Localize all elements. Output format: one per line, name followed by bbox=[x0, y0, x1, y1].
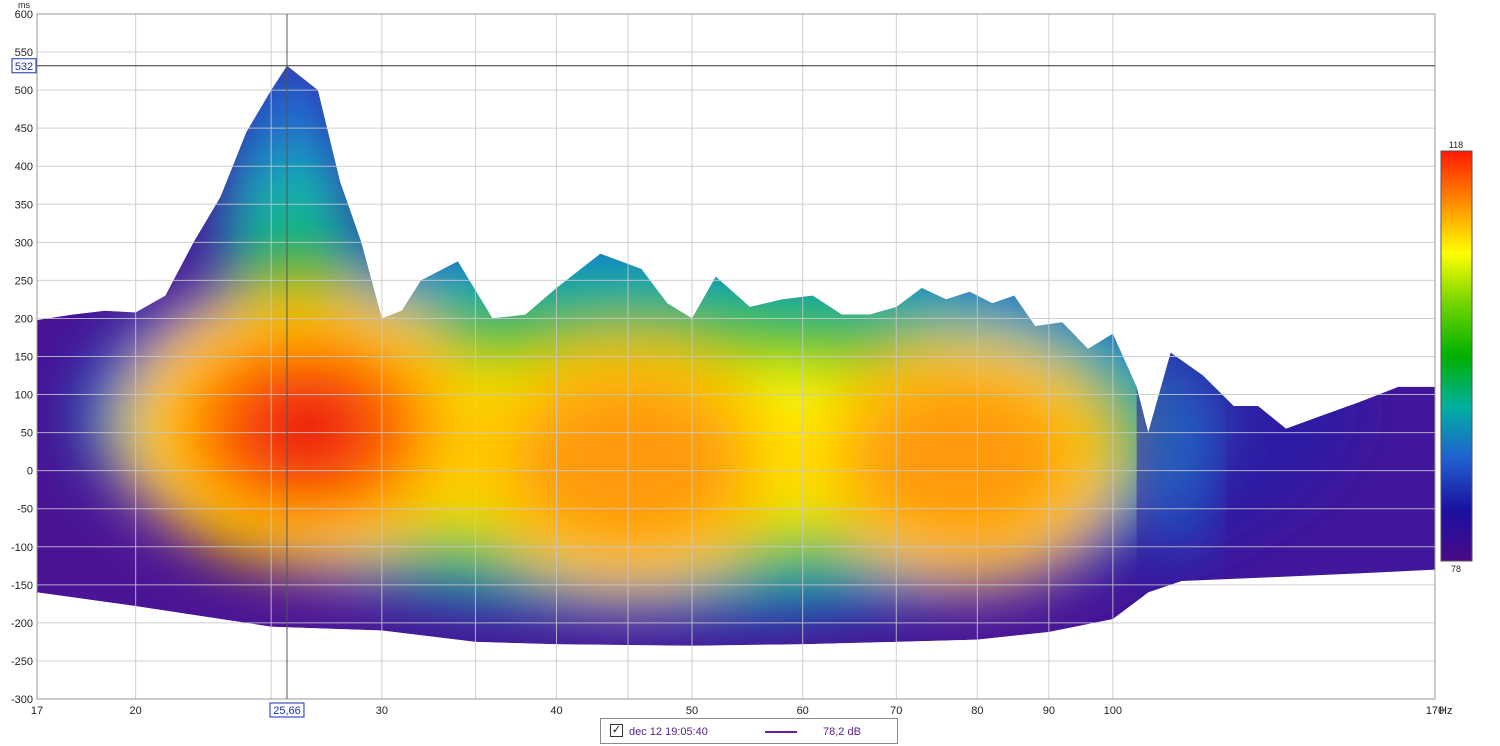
legend-value: 78,2 dB bbox=[823, 726, 861, 738]
x-tick-label: 20 bbox=[130, 705, 142, 717]
x-tick-label: 90 bbox=[1043, 705, 1055, 717]
y-unit-label: ms bbox=[18, 0, 30, 10]
legend-line-swatch bbox=[765, 731, 797, 733]
x-tick-label: 40 bbox=[550, 705, 562, 717]
legend-box: ✓ dec 12 19:05:40 78,2 dB bbox=[600, 718, 898, 744]
y-tick-label: 450 bbox=[15, 123, 33, 135]
y-tick-label: -50 bbox=[17, 504, 33, 516]
y-tick-label: -300 bbox=[11, 694, 33, 706]
colorbar-max-label: 118 bbox=[1449, 140, 1463, 150]
cursor-y-label: 532 bbox=[15, 61, 33, 73]
y-tick-label: 200 bbox=[15, 313, 33, 325]
y-tick-label: 400 bbox=[15, 161, 33, 173]
colorbar-min-label: 78 bbox=[1451, 564, 1461, 574]
y-tick-label: 500 bbox=[15, 85, 33, 97]
plot-frame bbox=[36, 13, 1436, 700]
y-tick-label: -150 bbox=[11, 580, 33, 592]
y-tick-label: 150 bbox=[15, 352, 33, 364]
hotspot-mid bbox=[855, 379, 1069, 540]
y-tick-label: 600 bbox=[15, 9, 33, 21]
x-tick-labels: 17 20 30 40 50 60 70 80 90 100 170 bbox=[31, 705, 1444, 717]
x-unit-label: Hz bbox=[1439, 705, 1452, 717]
x-tick-label: 70 bbox=[890, 705, 902, 717]
x-tick-label: 80 bbox=[971, 705, 983, 717]
x-tick-label: 170 bbox=[1426, 705, 1444, 717]
hotspot-core bbox=[241, 376, 372, 481]
y-tick-label: 300 bbox=[15, 237, 33, 249]
y-tick-label: -100 bbox=[11, 542, 33, 554]
y-tick-label: 0 bbox=[27, 466, 33, 478]
colorbar-gradient bbox=[1440, 150, 1473, 562]
colorbar: 118 78 bbox=[1440, 140, 1473, 574]
y-tick-label: -200 bbox=[11, 618, 33, 630]
y-tick-label: 100 bbox=[15, 390, 33, 402]
y-tick-label: -250 bbox=[11, 656, 33, 668]
cursor-x-label-box bbox=[269, 702, 305, 718]
y-tick-label: 250 bbox=[15, 275, 33, 287]
grid bbox=[37, 13, 1435, 700]
cursor-x-label: 25,66 bbox=[273, 705, 301, 717]
x-tick-label: 50 bbox=[686, 705, 698, 717]
y-tick-label: 50 bbox=[21, 428, 33, 440]
y-tick-labels: 600550500450400350300250200150100500-50-… bbox=[11, 9, 33, 706]
y-tick-label: 550 bbox=[15, 47, 33, 59]
legend-series-name: dec 12 19:05:40 bbox=[629, 726, 708, 738]
x-tick-label: 100 bbox=[1104, 705, 1122, 717]
x-tick-label: 30 bbox=[376, 705, 388, 717]
cursor-y-label-box bbox=[11, 58, 37, 74]
x-tick-label: 17 bbox=[31, 705, 43, 717]
x-tick-label: 60 bbox=[797, 705, 809, 717]
cursor[interactable]: 532 25,66 bbox=[11, 14, 1435, 718]
y-tick-label: 350 bbox=[15, 199, 33, 211]
legend-checkbox[interactable]: ✓ bbox=[610, 724, 623, 737]
